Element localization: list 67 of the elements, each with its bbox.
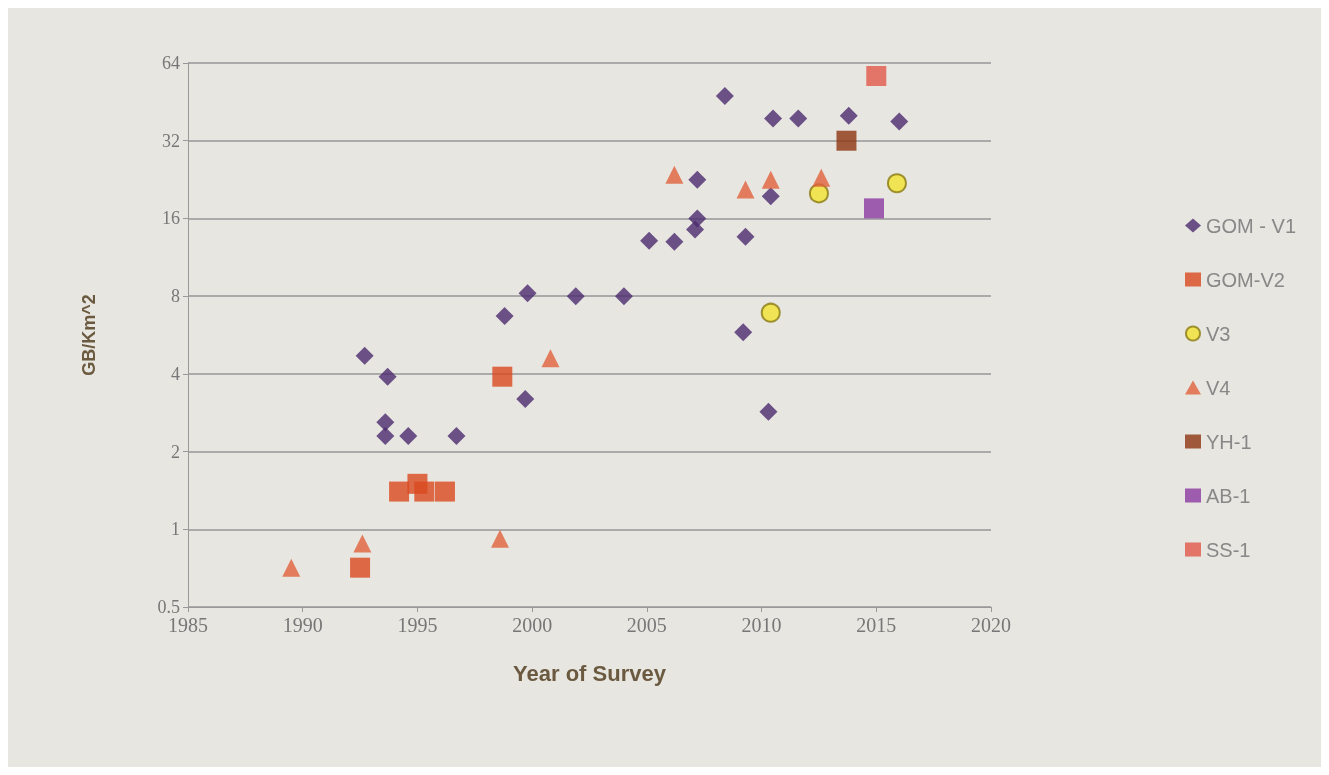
point (614, 287, 633, 306)
y-axis-title: GB/Km^2 (79, 294, 99, 376)
point (353, 534, 372, 553)
legend-label: SS-1 (1205, 538, 1251, 561)
point (759, 402, 778, 421)
point (789, 109, 808, 128)
point (566, 287, 585, 306)
point (640, 231, 659, 250)
x-tick-label: 1990 (282, 614, 323, 636)
point (836, 130, 857, 151)
point (389, 481, 410, 502)
point (715, 86, 734, 105)
point (839, 106, 858, 125)
point (376, 413, 395, 432)
point (516, 389, 535, 408)
point (495, 307, 514, 326)
x-tick-label: 1995 (397, 614, 438, 636)
point (760, 302, 781, 323)
point (761, 170, 780, 189)
point (447, 426, 466, 445)
y-tick-label: 2 (171, 441, 180, 462)
x-tick-label: 2020 (971, 614, 1011, 636)
point (350, 557, 371, 578)
x-tick-label: 2010 (741, 614, 782, 636)
point (665, 232, 684, 251)
point (399, 426, 418, 445)
point (734, 323, 753, 342)
point (688, 209, 707, 228)
point (355, 346, 374, 365)
legend-label: YH-1 (1205, 430, 1252, 453)
y-tick-label: 64 (162, 53, 180, 73)
point (518, 284, 537, 303)
point (736, 227, 755, 246)
legend-label: GOM-V2 (1205, 268, 1285, 291)
point (376, 426, 395, 445)
point (890, 112, 909, 131)
point (378, 367, 397, 386)
point (764, 109, 783, 128)
point (541, 349, 560, 368)
x-tick-label: 2000 (512, 614, 553, 636)
x-axis-title: Year of Survey (513, 660, 667, 686)
point (491, 529, 510, 548)
legend-label: AB-1 (1205, 484, 1251, 507)
y-tick-label: 32 (162, 130, 180, 151)
x-tick-label: 2005 (626, 614, 667, 636)
y-tick-label: 16 (162, 208, 180, 229)
point (434, 481, 455, 502)
point (492, 366, 513, 387)
legend-label: GOM - V1 (1205, 214, 1297, 237)
point (736, 180, 755, 199)
point (866, 65, 887, 86)
y-tick-label: 0.5 (157, 597, 180, 617)
y-tick-label: 1 (171, 519, 180, 540)
point (282, 558, 301, 577)
x-tick-label: 1985 (168, 614, 208, 636)
legend-label: V3 (1205, 322, 1231, 345)
point (761, 187, 780, 206)
point (886, 173, 907, 194)
x-tick-label: 2015 (856, 614, 897, 636)
point (688, 170, 707, 189)
y-tick-label: 4 (171, 363, 180, 384)
point (665, 165, 684, 184)
legend-label: V4 (1205, 376, 1231, 399)
point (414, 481, 435, 502)
y-tick-label: 8 (171, 286, 180, 307)
point (863, 198, 884, 219)
point (812, 168, 831, 187)
